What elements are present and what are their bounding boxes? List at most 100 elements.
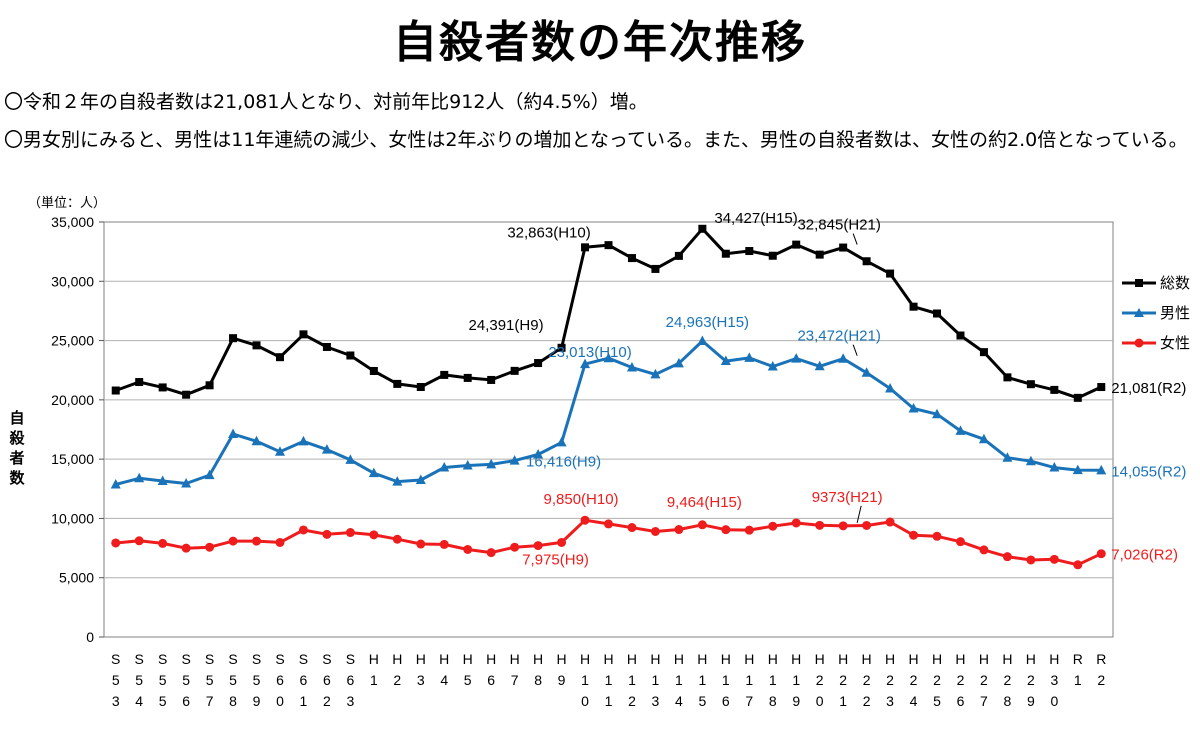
x-tick-char: 2 [957,672,965,688]
data-point-female [580,515,590,525]
x-tick-char: 1 [698,672,706,688]
x-tick-char: 1 [769,672,777,688]
x-tick-char: H [838,651,848,667]
x-tick-char: 0 [276,693,284,709]
data-point-total [135,378,144,387]
data-point-male [1025,455,1036,466]
data-point-female [862,520,872,530]
data-point-male [838,353,849,363]
y-tick-label: 25,000 [51,333,94,349]
x-tick-label: H 1 6 [721,651,731,709]
data-point-total [252,341,261,350]
data-point-female [650,526,660,536]
data-point-male [321,444,332,454]
x-tick-label: H4 [439,651,449,688]
x-tick-char: 4 [910,693,918,709]
data-point-male [697,335,708,346]
x-tick-label: S 6 2 [322,651,331,709]
x-tick-char: H [533,651,543,667]
data-point-male [861,367,872,377]
x-tick-char: H [744,651,754,667]
x-tick-char: H [955,651,965,667]
x-tick-char: 1 [652,672,660,688]
x-tick-label: S 6 3 [346,651,355,709]
x-tick-label: H 2 1 [838,651,848,709]
data-point-female [627,523,637,533]
x-tick-char: H [510,651,520,667]
data-point-total [1050,385,1059,394]
x-tick-char: 2 [863,693,871,709]
x-tick-char: 5 [159,693,167,709]
data-point-female [1073,560,1083,570]
x-tick-char: 6 [346,672,354,688]
x-tick-char: H [1026,651,1036,667]
y-tick-label: 15,000 [51,451,94,467]
data-point-total [299,330,308,339]
unit-label: （単位：人） [28,196,107,211]
data-point-male [181,478,192,488]
x-tick-char: S [158,651,167,667]
data-point-male [1049,462,1060,472]
data-point-female [416,539,426,549]
data-point-total [862,257,871,266]
x-tick-char: 4 [135,693,143,709]
series-line-male [115,339,1102,486]
y-tick-label: 0 [86,629,94,645]
data-point-male [251,435,262,446]
data-point-male [744,352,755,362]
data-point-total [604,241,613,250]
data-point-male [274,446,285,456]
data-point-total [651,264,660,273]
x-tick-char: 3 [652,693,660,709]
data-point-female [885,517,895,527]
x-tick-char: 5 [933,693,941,709]
x-tick-char: 9 [558,672,566,688]
data-point-total [839,243,848,252]
data-point-male [415,474,426,484]
x-tick-char: 5 [135,672,143,688]
data-point-total [463,373,472,382]
x-tick-label: H8 [533,651,543,688]
x-tick-char: H [627,651,637,667]
x-tick-char: 6 [323,672,331,688]
x-tick-char: S [205,651,214,667]
data-point-total [768,251,777,260]
x-tick-char: 5 [112,672,120,688]
data-point-male [720,355,731,366]
data-point-total [369,366,378,375]
x-tick-label: H 3 0 [1049,651,1059,709]
data-point-female [979,545,989,555]
data-point-total [745,247,754,256]
x-tick-char: S [111,651,120,667]
x-tick-char: H [392,651,402,667]
x-tick-label: H 2 0 [815,651,825,709]
x-tick-char: S [322,651,331,667]
data-point-female [205,542,215,552]
legend-marker-total [1122,278,1156,287]
data-point-male [439,461,450,472]
x-tick-char: 3 [417,672,425,688]
data-point-total [1097,383,1106,392]
x-tick-label: R2 [1096,651,1106,688]
x-tick-char: H [697,651,707,667]
data-point-female [1096,549,1106,559]
annotation-pointer [856,505,862,523]
x-tick-label: H 1 9 [791,651,801,709]
x-tick-label: H 2 9 [1026,651,1036,709]
x-tick-char: 0 [581,693,589,709]
x-tick-char: 2 [886,672,894,688]
data-point-female [439,539,449,549]
data-point-female [275,537,285,547]
data-point-total [346,351,355,360]
data-point-male [345,454,356,464]
x-tick-label: H 1 1 [603,651,613,709]
x-tick-label: H 2 8 [1002,651,1012,709]
data-point-total [557,343,566,352]
x-tick-char: H [369,651,379,667]
x-tick-char: 2 [816,672,824,688]
x-tick-char: 6 [487,672,495,688]
x-tick-char: 3 [112,693,120,709]
data-point-total [393,379,402,388]
x-tick-char: 4 [675,693,683,709]
x-tick-char: H [768,651,778,667]
